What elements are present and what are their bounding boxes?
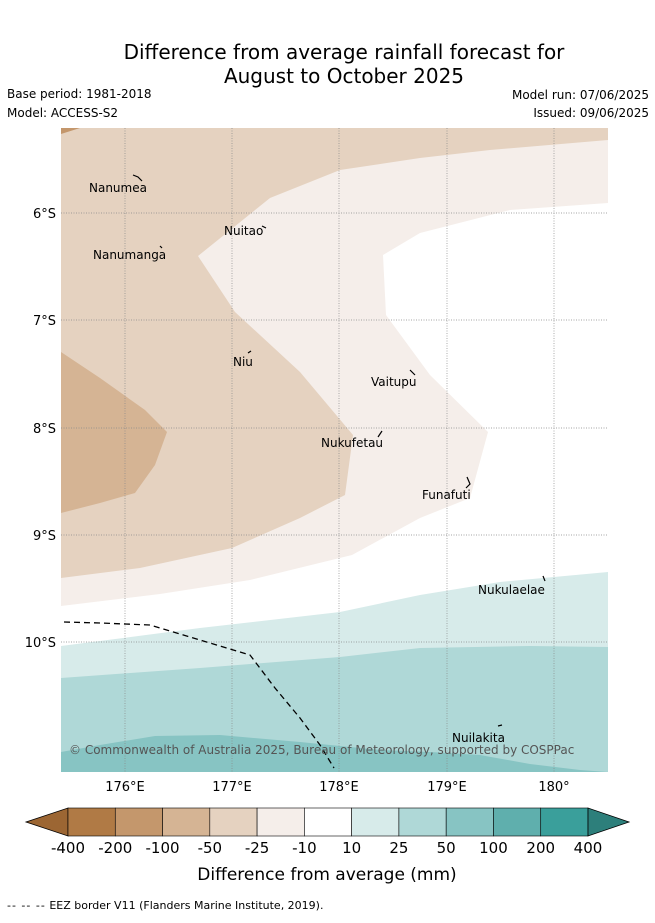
lon-label: 178°E (319, 780, 359, 795)
legend-arrow-right (587, 807, 631, 837)
color-legend (24, 807, 631, 837)
lon-label: 179°E (427, 780, 467, 795)
base-period: Base period: 1981-2018 (7, 87, 152, 101)
island-nukulaelae (542, 575, 546, 582)
legend-swatch (256, 807, 305, 837)
title-line-1: Difference from average rainfall forecas… (123, 40, 565, 64)
label-funafuti: Funafuti (422, 488, 471, 502)
legend-swatch (493, 807, 542, 837)
eez-border (63, 621, 335, 769)
legend-tick-label: -400 (51, 839, 85, 857)
lat-label: 10°S (25, 636, 56, 651)
legend-tick-label: 10 (342, 839, 361, 857)
label-nanumea: Nanumea (89, 181, 147, 195)
legend-swatch (114, 807, 163, 837)
lon-label: 180° (538, 780, 569, 795)
place-labels: Nanumea Nuitao Nanumanga Niu Vaitupu Nuk… (89, 181, 545, 745)
lat-label: 9°S (33, 529, 56, 544)
lat-label: 7°S (33, 314, 56, 329)
island-nuilakita (497, 724, 503, 727)
legend-tick-label: -25 (245, 839, 270, 857)
legend-swatch (209, 807, 258, 837)
lat-label: 8°S (33, 422, 56, 437)
legend-swatch (398, 807, 447, 837)
label-nuitao: Nuitao (224, 224, 263, 238)
island-nuitao (261, 225, 267, 229)
lon-label: 177°E (212, 780, 252, 795)
label-vaitupu: Vaitupu (371, 375, 417, 389)
latitude-labels: 6°S 7°S 8°S 9°S 10°S (25, 207, 56, 651)
eez-legend-marker: -- -- -- (7, 899, 46, 912)
longitude-labels: 176°E 177°E 178°E 179°E 180° (105, 780, 569, 795)
island-nukufetau (377, 430, 383, 438)
title-line-2: August to October 2025 (223, 64, 465, 88)
map-title: Difference from average rainfall forecas… (0, 40, 655, 88)
model-name: Model: ACCESS-S2 (7, 106, 119, 120)
legend-swatch (162, 807, 211, 837)
label-nukufetau: Nukufetau (321, 436, 383, 450)
legend-tick-label: -50 (198, 839, 223, 857)
lon-label: 176°E (105, 780, 145, 795)
legend-labels: -400 -200 -100 -50 -25 -10 10 25 50 100 200 400 (51, 839, 602, 857)
islands (132, 174, 546, 727)
gridlines (61, 128, 608, 772)
legend-tick-label: 400 (574, 839, 603, 857)
island-vaitupu (409, 369, 416, 376)
legend-swatch (67, 807, 116, 837)
label-nukulaelae: Nukulaelae (478, 583, 545, 597)
legend-caption: Difference from average (mm) (197, 865, 456, 885)
legend-swatch (304, 807, 352, 837)
legend-swatch (351, 807, 400, 837)
island-nanumanga (159, 245, 163, 249)
island-funafuti (465, 476, 471, 489)
island-nanumea (132, 174, 143, 182)
label-nanumanga: Nanumanga (93, 248, 166, 262)
legend-tick-label: -10 (292, 839, 317, 857)
legend-swatch (540, 807, 589, 837)
label-nuilakita: Nuilakita (452, 731, 505, 745)
footer-note: -- -- -- EEZ border V11 (Flanders Marine… (7, 899, 323, 912)
legend-tick-label: 100 (479, 839, 508, 857)
island-niu (247, 350, 252, 354)
legend-tick-label: -200 (98, 839, 132, 857)
legend-arrow-left (24, 807, 69, 837)
legend-tick-label: -100 (146, 839, 180, 857)
fill-dry-corner (61, 128, 80, 134)
legend-swatch (445, 807, 494, 837)
issued-date: Issued: 09/06/2025 (533, 106, 649, 120)
copyright-notice: © Commonwealth of Australia 2025, Bureau… (69, 743, 574, 757)
fill-wet-strong (61, 735, 608, 772)
legend-tick-label: 25 (389, 839, 408, 857)
legend-tick-label: 50 (437, 839, 456, 857)
lat-label: 6°S (33, 207, 56, 222)
eez-legend-text: EEZ border V11 (Flanders Marine Institut… (49, 899, 324, 912)
legend-tick-label: 200 (526, 839, 555, 857)
contour-fills (61, 128, 608, 772)
label-niu: Niu (233, 355, 253, 369)
fill-dry-mid (61, 128, 608, 578)
model-run: Model run: 07/06/2025 (511, 88, 649, 102)
fill-dry-strong (61, 352, 167, 513)
